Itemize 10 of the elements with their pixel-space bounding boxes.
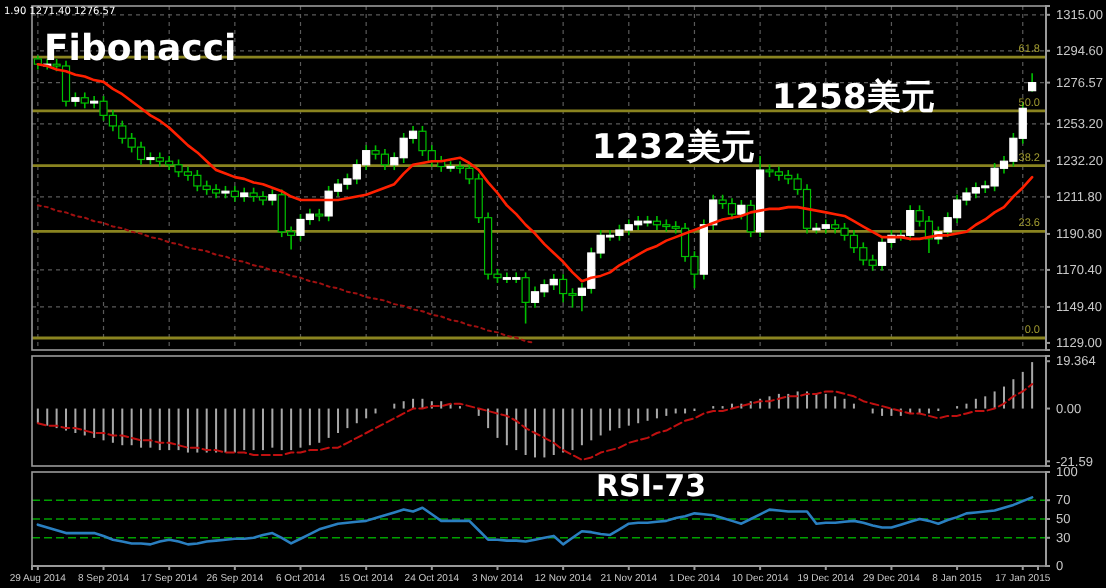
annotation: 1258美元 xyxy=(772,78,935,118)
annotation: RSI-73 xyxy=(596,468,707,504)
line-series xyxy=(36,383,1034,461)
line-series xyxy=(36,496,1034,546)
candlestick xyxy=(315,208,324,223)
candlestick xyxy=(521,271,530,325)
annotation: 1232美元 xyxy=(592,128,755,168)
candlestick xyxy=(1028,72,1037,93)
annotation: Fibonacci xyxy=(44,28,237,70)
line-series xyxy=(36,204,536,344)
